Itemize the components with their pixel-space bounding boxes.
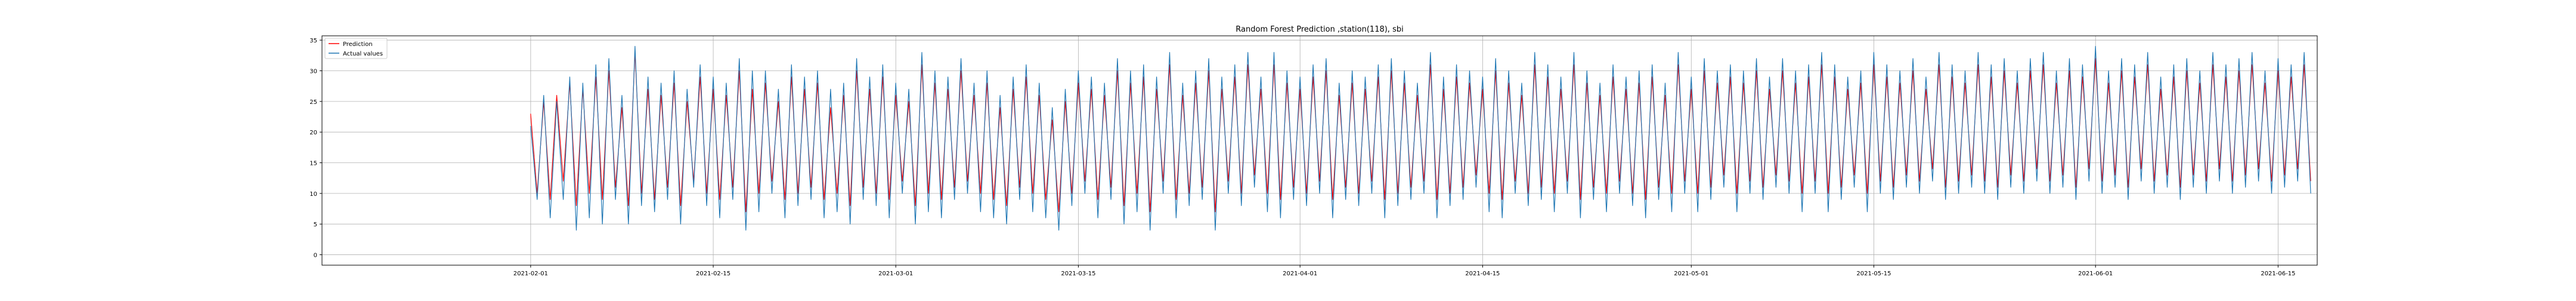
y-tick-label: 25	[309, 99, 317, 106]
x-tick-label: 2021-03-01	[878, 271, 913, 277]
y-tick-label: 35	[309, 38, 317, 44]
legend-label-actual-values: Actual values	[343, 51, 383, 57]
series-lines	[530, 45, 2311, 231]
series-line-actual-values	[530, 45, 2311, 231]
x-tick-label: 2021-06-15	[2261, 271, 2295, 277]
x-tick-label: 2021-04-15	[1465, 271, 1500, 277]
y-axis: 0 5 10 15 20 25 30 35	[309, 38, 322, 259]
legend: Prediction Actual values	[324, 38, 388, 59]
x-tick-label: 2021-06-01	[2078, 271, 2113, 277]
y-tick-label: 15	[309, 161, 317, 167]
x-tick-label: 2021-05-15	[1856, 271, 1891, 277]
chart-title: Random Forest Prediction ,station(118), …	[1236, 25, 1403, 34]
legend-label-prediction: Prediction	[343, 41, 373, 48]
x-tick-label: 2021-02-01	[513, 271, 548, 277]
y-tick-label: 10	[309, 191, 317, 198]
y-tick-label: 5	[314, 222, 317, 228]
y-tick-label: 0	[314, 253, 317, 259]
y-tick-label: 30	[309, 69, 317, 75]
plot-area-frame	[321, 35, 2318, 266]
legend-box	[324, 38, 388, 59]
y-tick-label: 20	[309, 130, 317, 136]
x-tick-label: 2021-02-15	[696, 271, 730, 277]
x-tick-label: 2021-04-01	[1283, 271, 1317, 277]
x-tick-label: 2021-05-01	[1674, 271, 1708, 277]
x-axis: 2021-02-01 2021-02-15 2021-03-01 2021-03-15…	[513, 265, 2295, 277]
x-tick-label: 2021-03-15	[1061, 271, 1095, 277]
